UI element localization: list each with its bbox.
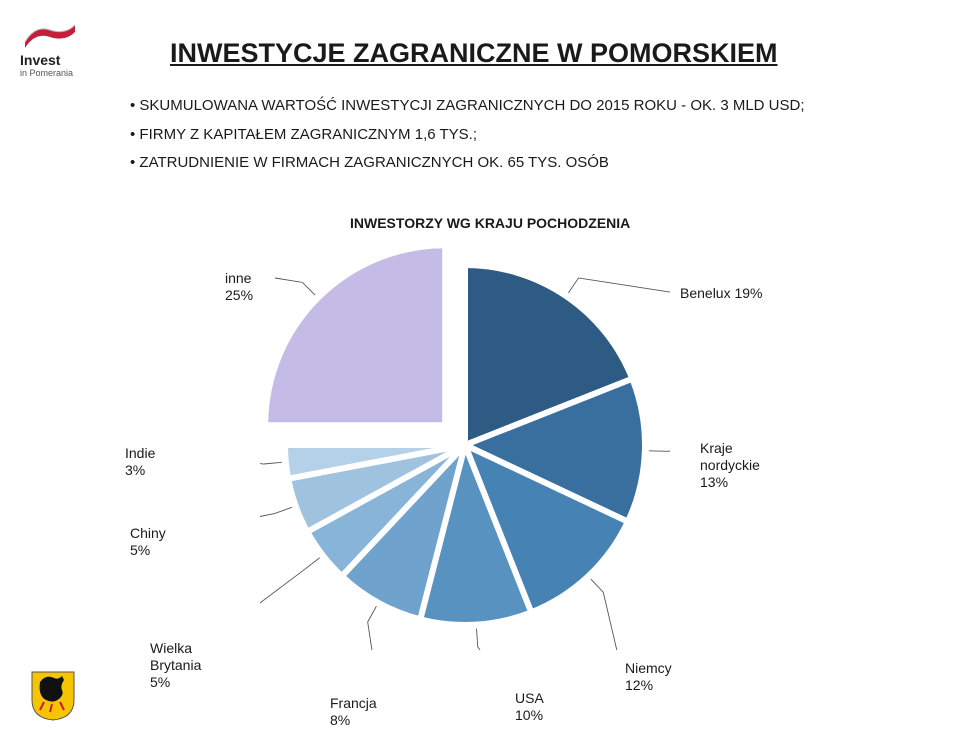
logo-text-sub: in Pomerania bbox=[20, 68, 130, 78]
bullet-list: SKUMULOWANA WARTOŚĆ INWESTYCJI ZAGRANICZ… bbox=[130, 92, 805, 178]
leader-line bbox=[477, 629, 511, 650]
slice-label: USA10% bbox=[515, 690, 544, 724]
leader-line bbox=[591, 579, 621, 650]
leader-line bbox=[649, 448, 670, 451]
page-title: INWESTYCJE ZAGRANICZNE W POMORSKIEM bbox=[170, 38, 778, 69]
slice-label: Krajenordyckie13% bbox=[700, 440, 760, 490]
slice-label: Chiny5% bbox=[130, 525, 166, 559]
leader-line bbox=[260, 558, 320, 648]
bullet-item: ZATRUDNIENIE W FIRMACH ZAGRANICZNYCH OK.… bbox=[130, 149, 805, 178]
bullet-item: SKUMULOWANA WARTOŚĆ INWESTYCJI ZAGRANICZ… bbox=[130, 92, 805, 121]
griffin-crest-icon bbox=[30, 670, 76, 722]
slice-label: Niemcy12% bbox=[625, 660, 672, 694]
slice-label: WielkaBrytania5% bbox=[150, 640, 201, 690]
bullet-item: FIRMY Z KAPITAŁEM ZAGRANICZNYM 1,6 TYS.; bbox=[130, 121, 805, 150]
leader-line bbox=[275, 278, 315, 295]
leader-line bbox=[260, 507, 292, 533]
leader-line bbox=[260, 453, 282, 464]
slice-label: Francja8% bbox=[330, 695, 377, 729]
slice-label: inne25% bbox=[225, 270, 253, 304]
invest-pomerania-logo: Invest in Pomerania bbox=[20, 20, 130, 78]
investors-pie-chart bbox=[260, 240, 670, 650]
leader-line bbox=[568, 278, 670, 293]
pie-slice bbox=[265, 245, 445, 425]
chart-title: INWESTORZY WG KRAJU POCHODZENIA bbox=[350, 215, 630, 231]
logo-text-main: Invest bbox=[20, 52, 130, 68]
slice-label: Indie3% bbox=[125, 445, 155, 479]
slice-label: Benelux 19% bbox=[680, 285, 763, 302]
leader-line bbox=[368, 606, 380, 650]
